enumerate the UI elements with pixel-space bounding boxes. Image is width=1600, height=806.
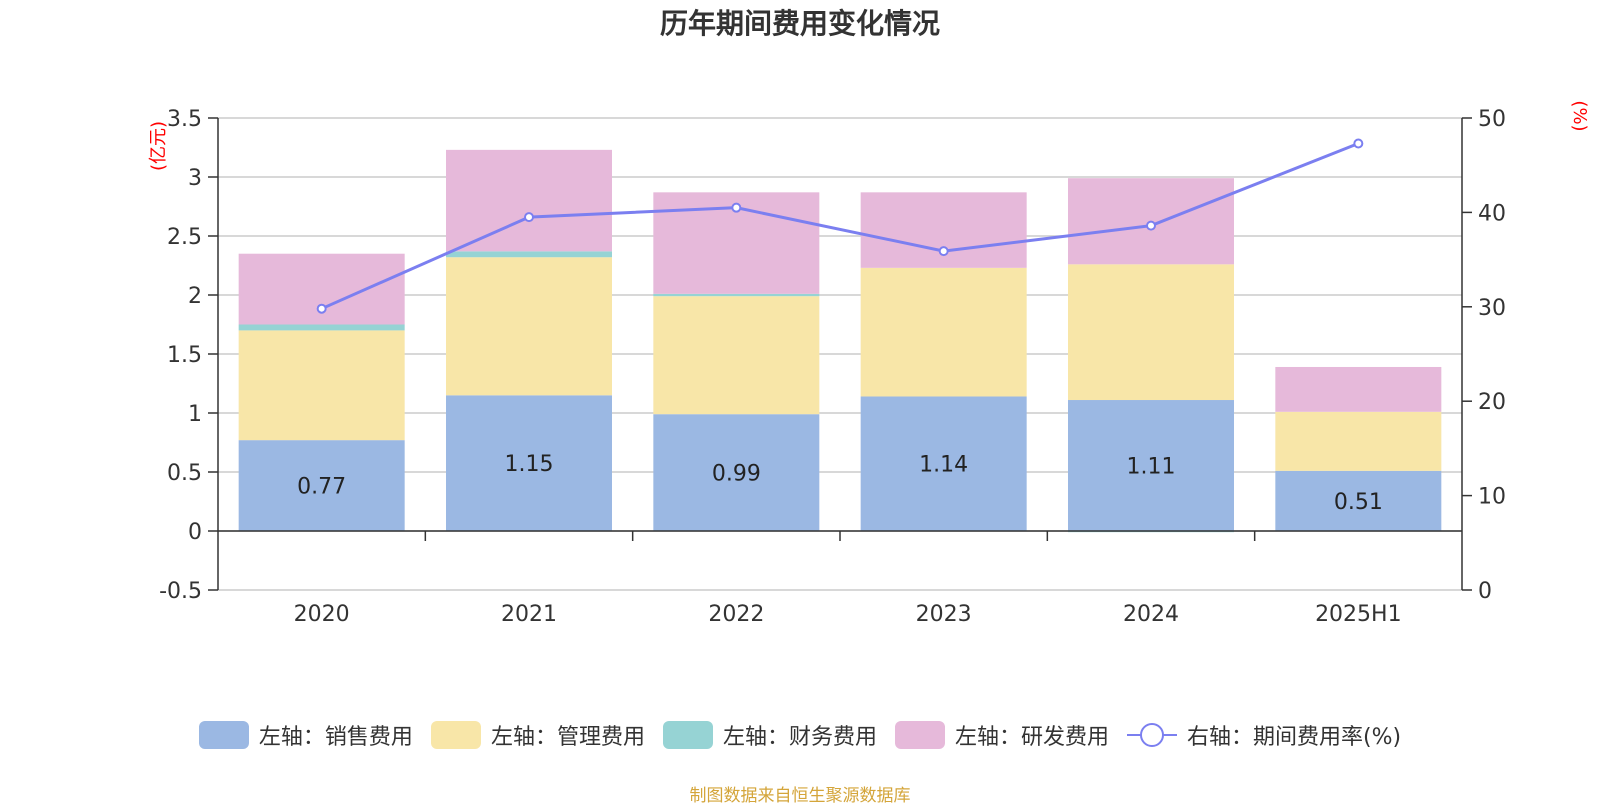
legend-label: 右轴：期间费用率(%): [1186, 725, 1402, 750]
legend-swatch: [894, 721, 945, 749]
legend-item-finance[interactable]: 左轴：财务费用: [662, 719, 877, 751]
bar-sales: [446, 395, 612, 531]
left-tick-label: 2: [188, 284, 202, 309]
bar-sales: [860, 396, 1027, 531]
left-tick-label: 0.5: [167, 461, 202, 486]
bar-admin: [446, 257, 612, 396]
data-label: 0.77: [297, 475, 346, 500]
bar-rnd: [1275, 366, 1442, 412]
legend-swatch: [198, 721, 249, 749]
data-label: 1.15: [505, 452, 554, 477]
right-axis-unit: (%): [1569, 100, 1590, 131]
bar-sales: [653, 414, 820, 531]
right-tick-label: 10: [1478, 485, 1506, 510]
legend-item-rnd[interactable]: 左轴：研发费用: [894, 719, 1109, 751]
bar-finance: [446, 251, 612, 258]
legend-item-admin[interactable]: 左轴：管理费用: [430, 719, 645, 751]
right-tick-label: 50: [1478, 107, 1506, 132]
legend-item-rate_line[interactable]: 右轴：期间费用率(%): [1126, 719, 1402, 751]
bar-admin: [1275, 411, 1442, 471]
left-tick-label: 1.5: [167, 343, 202, 368]
left-tick-label: -0.5: [159, 579, 202, 604]
category-label: 2025H1: [1315, 602, 1402, 627]
right-tick-label: 40: [1478, 201, 1506, 226]
data-label: 0.51: [1334, 490, 1383, 515]
category-label: 2022: [708, 602, 764, 627]
legend-swatch: [430, 721, 481, 749]
rate-point: [316, 303, 327, 314]
bar-sales: [238, 440, 405, 531]
category-label: 2021: [501, 602, 557, 627]
legend-swatch: [662, 721, 713, 749]
category-label: 2024: [1123, 602, 1179, 627]
category-label: 2023: [916, 602, 972, 627]
data-labels: 0.77 1.15 0.99 1.14 1.11 0.51: [297, 452, 1383, 515]
category-label: 2020: [294, 602, 350, 627]
bar-admin: [1068, 264, 1234, 401]
rate-line-layer: [316, 138, 1364, 314]
bar-finance: [653, 293, 820, 297]
bar-rnd: [446, 149, 612, 252]
bar-layer: [238, 149, 1442, 533]
rate-point: [524, 212, 534, 223]
left-tick-label: 3: [188, 166, 202, 191]
legend-label: 左轴：研发费用: [954, 725, 1109, 750]
legend-label: 左轴：管理费用: [490, 725, 645, 750]
data-label: 1.11: [1127, 455, 1176, 480]
legend-item-sales[interactable]: 左轴：销售费用: [198, 719, 413, 751]
bar-admin: [238, 330, 405, 441]
bar-rnd: [238, 253, 405, 325]
bar-sales: [1068, 400, 1234, 531]
rate-point: [731, 202, 742, 213]
right-tick-label: 20: [1478, 390, 1506, 415]
legend-label: 左轴：销售费用: [258, 725, 413, 750]
data-label: 1.14: [919, 453, 968, 478]
rate-point: [1353, 138, 1364, 149]
left-tick-label: 3.5: [167, 107, 202, 132]
chart-title: 历年期间费用变化情况: [659, 7, 940, 40]
left-tick-label: 2.5: [167, 225, 202, 250]
rate-line: [321, 142, 1359, 311]
data-label: 0.99: [712, 462, 761, 487]
bar-finance: [238, 324, 405, 331]
rate-point: [938, 246, 949, 257]
right-tick-label: 0: [1478, 579, 1492, 604]
legend-label: 左轴：财务费用: [722, 725, 877, 750]
bar-admin: [653, 296, 820, 415]
legend-swatch: [1126, 721, 1177, 749]
legend: 左轴：销售费用 左轴：管理费用 左轴：财务费用 左轴：研发费用 右轴：期间费用率(%): [0, 719, 1600, 751]
left-axis-unit: (亿元): [148, 121, 169, 171]
right-tick-label: 30: [1478, 296, 1506, 321]
rate-point: [1146, 220, 1156, 231]
bar-admin: [860, 267, 1027, 397]
left-tick-label: 1: [188, 402, 202, 427]
left-tick-label: 0: [188, 520, 202, 545]
source-note: 制图数据来自恒生聚源数据库: [689, 786, 911, 806]
bar-rnd: [860, 192, 1027, 268]
bar-sales: [1275, 470, 1442, 531]
